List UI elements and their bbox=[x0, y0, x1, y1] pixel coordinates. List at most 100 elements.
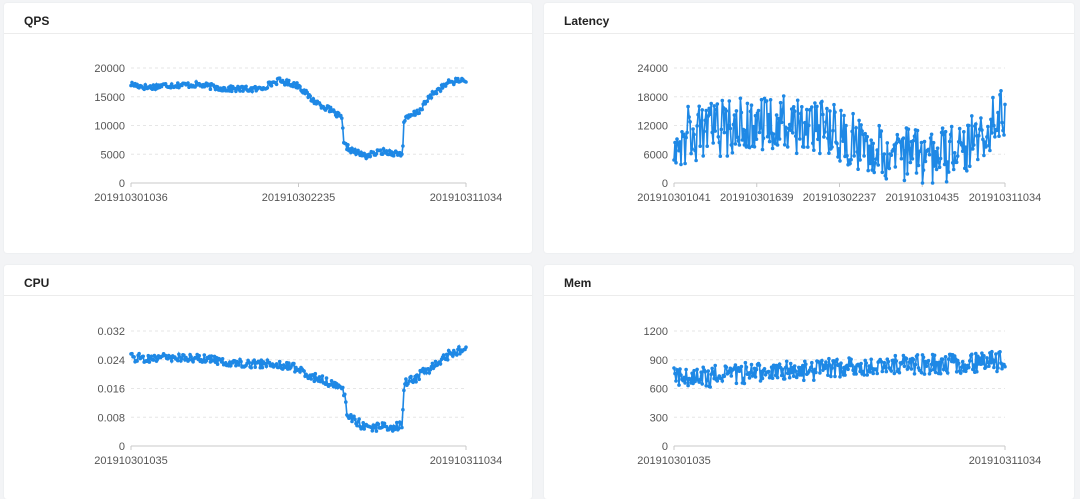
data-point bbox=[933, 149, 938, 154]
data-point bbox=[672, 158, 676, 162]
data-point bbox=[792, 109, 797, 113]
y-tick-label: 12000 bbox=[637, 121, 668, 133]
data-point bbox=[909, 367, 914, 371]
data-point bbox=[992, 123, 996, 128]
data-point bbox=[998, 350, 1002, 354]
data-point bbox=[264, 364, 269, 369]
data-point bbox=[676, 369, 680, 374]
data-point bbox=[407, 379, 411, 383]
data-point bbox=[997, 134, 1001, 138]
data-point bbox=[930, 181, 935, 185]
data-point bbox=[918, 149, 923, 153]
data-point bbox=[247, 360, 251, 365]
data-point bbox=[814, 370, 818, 375]
data-point bbox=[751, 372, 756, 376]
data-point bbox=[967, 123, 971, 128]
data-point bbox=[230, 89, 234, 94]
data-point bbox=[708, 112, 712, 116]
panel-header: Latency bbox=[544, 3, 1074, 34]
data-point bbox=[733, 142, 738, 146]
data-point bbox=[838, 159, 842, 163]
data-point bbox=[787, 122, 792, 127]
data-point bbox=[698, 377, 702, 382]
data-point bbox=[780, 367, 785, 372]
data-point bbox=[456, 76, 460, 81]
data-point bbox=[804, 132, 808, 136]
data-point bbox=[988, 148, 992, 153]
y-tick-label: 0 bbox=[662, 441, 668, 453]
data-point bbox=[317, 375, 322, 379]
data-point bbox=[356, 148, 360, 153]
data-point bbox=[400, 425, 404, 430]
data-point bbox=[897, 370, 902, 375]
data-point bbox=[790, 131, 795, 135]
data-point bbox=[434, 91, 439, 96]
data-point bbox=[250, 89, 254, 94]
series-line bbox=[130, 76, 467, 161]
data-point bbox=[865, 373, 869, 377]
data-point bbox=[786, 367, 791, 372]
data-point bbox=[831, 128, 835, 133]
data-point bbox=[743, 128, 748, 133]
data-point bbox=[868, 161, 872, 166]
data-point bbox=[945, 160, 950, 164]
data-point bbox=[761, 136, 766, 140]
data-point bbox=[777, 362, 782, 366]
y-tick-label: 1200 bbox=[644, 326, 668, 338]
data-point bbox=[995, 128, 999, 133]
data-point bbox=[827, 356, 831, 361]
data-point bbox=[690, 147, 694, 151]
data-point bbox=[876, 163, 880, 167]
data-point bbox=[778, 100, 783, 105]
data-point bbox=[682, 132, 686, 137]
data-point bbox=[682, 375, 686, 380]
data-point bbox=[810, 360, 814, 365]
data-point bbox=[249, 365, 253, 370]
data-point bbox=[975, 369, 979, 374]
data-point bbox=[277, 359, 282, 364]
data-point bbox=[843, 373, 847, 377]
data-point bbox=[738, 367, 743, 372]
data-point bbox=[695, 367, 699, 372]
data-point bbox=[874, 367, 878, 371]
data-point bbox=[388, 424, 393, 429]
data-point bbox=[956, 361, 961, 366]
data-point bbox=[937, 360, 942, 364]
data-point bbox=[840, 134, 844, 138]
y-tick-label: 18000 bbox=[637, 92, 668, 104]
data-point bbox=[940, 126, 945, 130]
data-point bbox=[697, 104, 701, 109]
data-point bbox=[785, 145, 790, 149]
data-point bbox=[287, 78, 291, 83]
data-point bbox=[692, 132, 696, 137]
data-point bbox=[810, 105, 814, 109]
data-point bbox=[673, 371, 677, 376]
data-point bbox=[678, 140, 682, 144]
data-point bbox=[907, 360, 912, 364]
data-point bbox=[464, 345, 468, 349]
data-point bbox=[208, 87, 213, 91]
data-point bbox=[1000, 366, 1004, 371]
data-point bbox=[135, 82, 139, 87]
data-point bbox=[710, 366, 714, 371]
data-point bbox=[804, 362, 808, 366]
data-point bbox=[869, 138, 873, 142]
data-point bbox=[919, 370, 924, 375]
data-point bbox=[710, 130, 714, 135]
data-point bbox=[862, 154, 866, 158]
panel-header: Mem bbox=[544, 265, 1074, 296]
data-point bbox=[693, 148, 697, 153]
data-point bbox=[970, 114, 974, 118]
latency-chart: 0 6000 12000 18000 24000 201910301041 20191030… bbox=[637, 63, 1041, 204]
data-point bbox=[949, 124, 954, 129]
data-point bbox=[455, 353, 459, 357]
data-point bbox=[176, 81, 180, 85]
data-point bbox=[352, 414, 356, 419]
data-point bbox=[926, 147, 931, 152]
data-point bbox=[137, 351, 141, 356]
data-point bbox=[274, 362, 279, 366]
data-point bbox=[824, 360, 828, 364]
data-point bbox=[389, 150, 394, 154]
data-point bbox=[706, 369, 710, 373]
data-point bbox=[972, 143, 976, 147]
